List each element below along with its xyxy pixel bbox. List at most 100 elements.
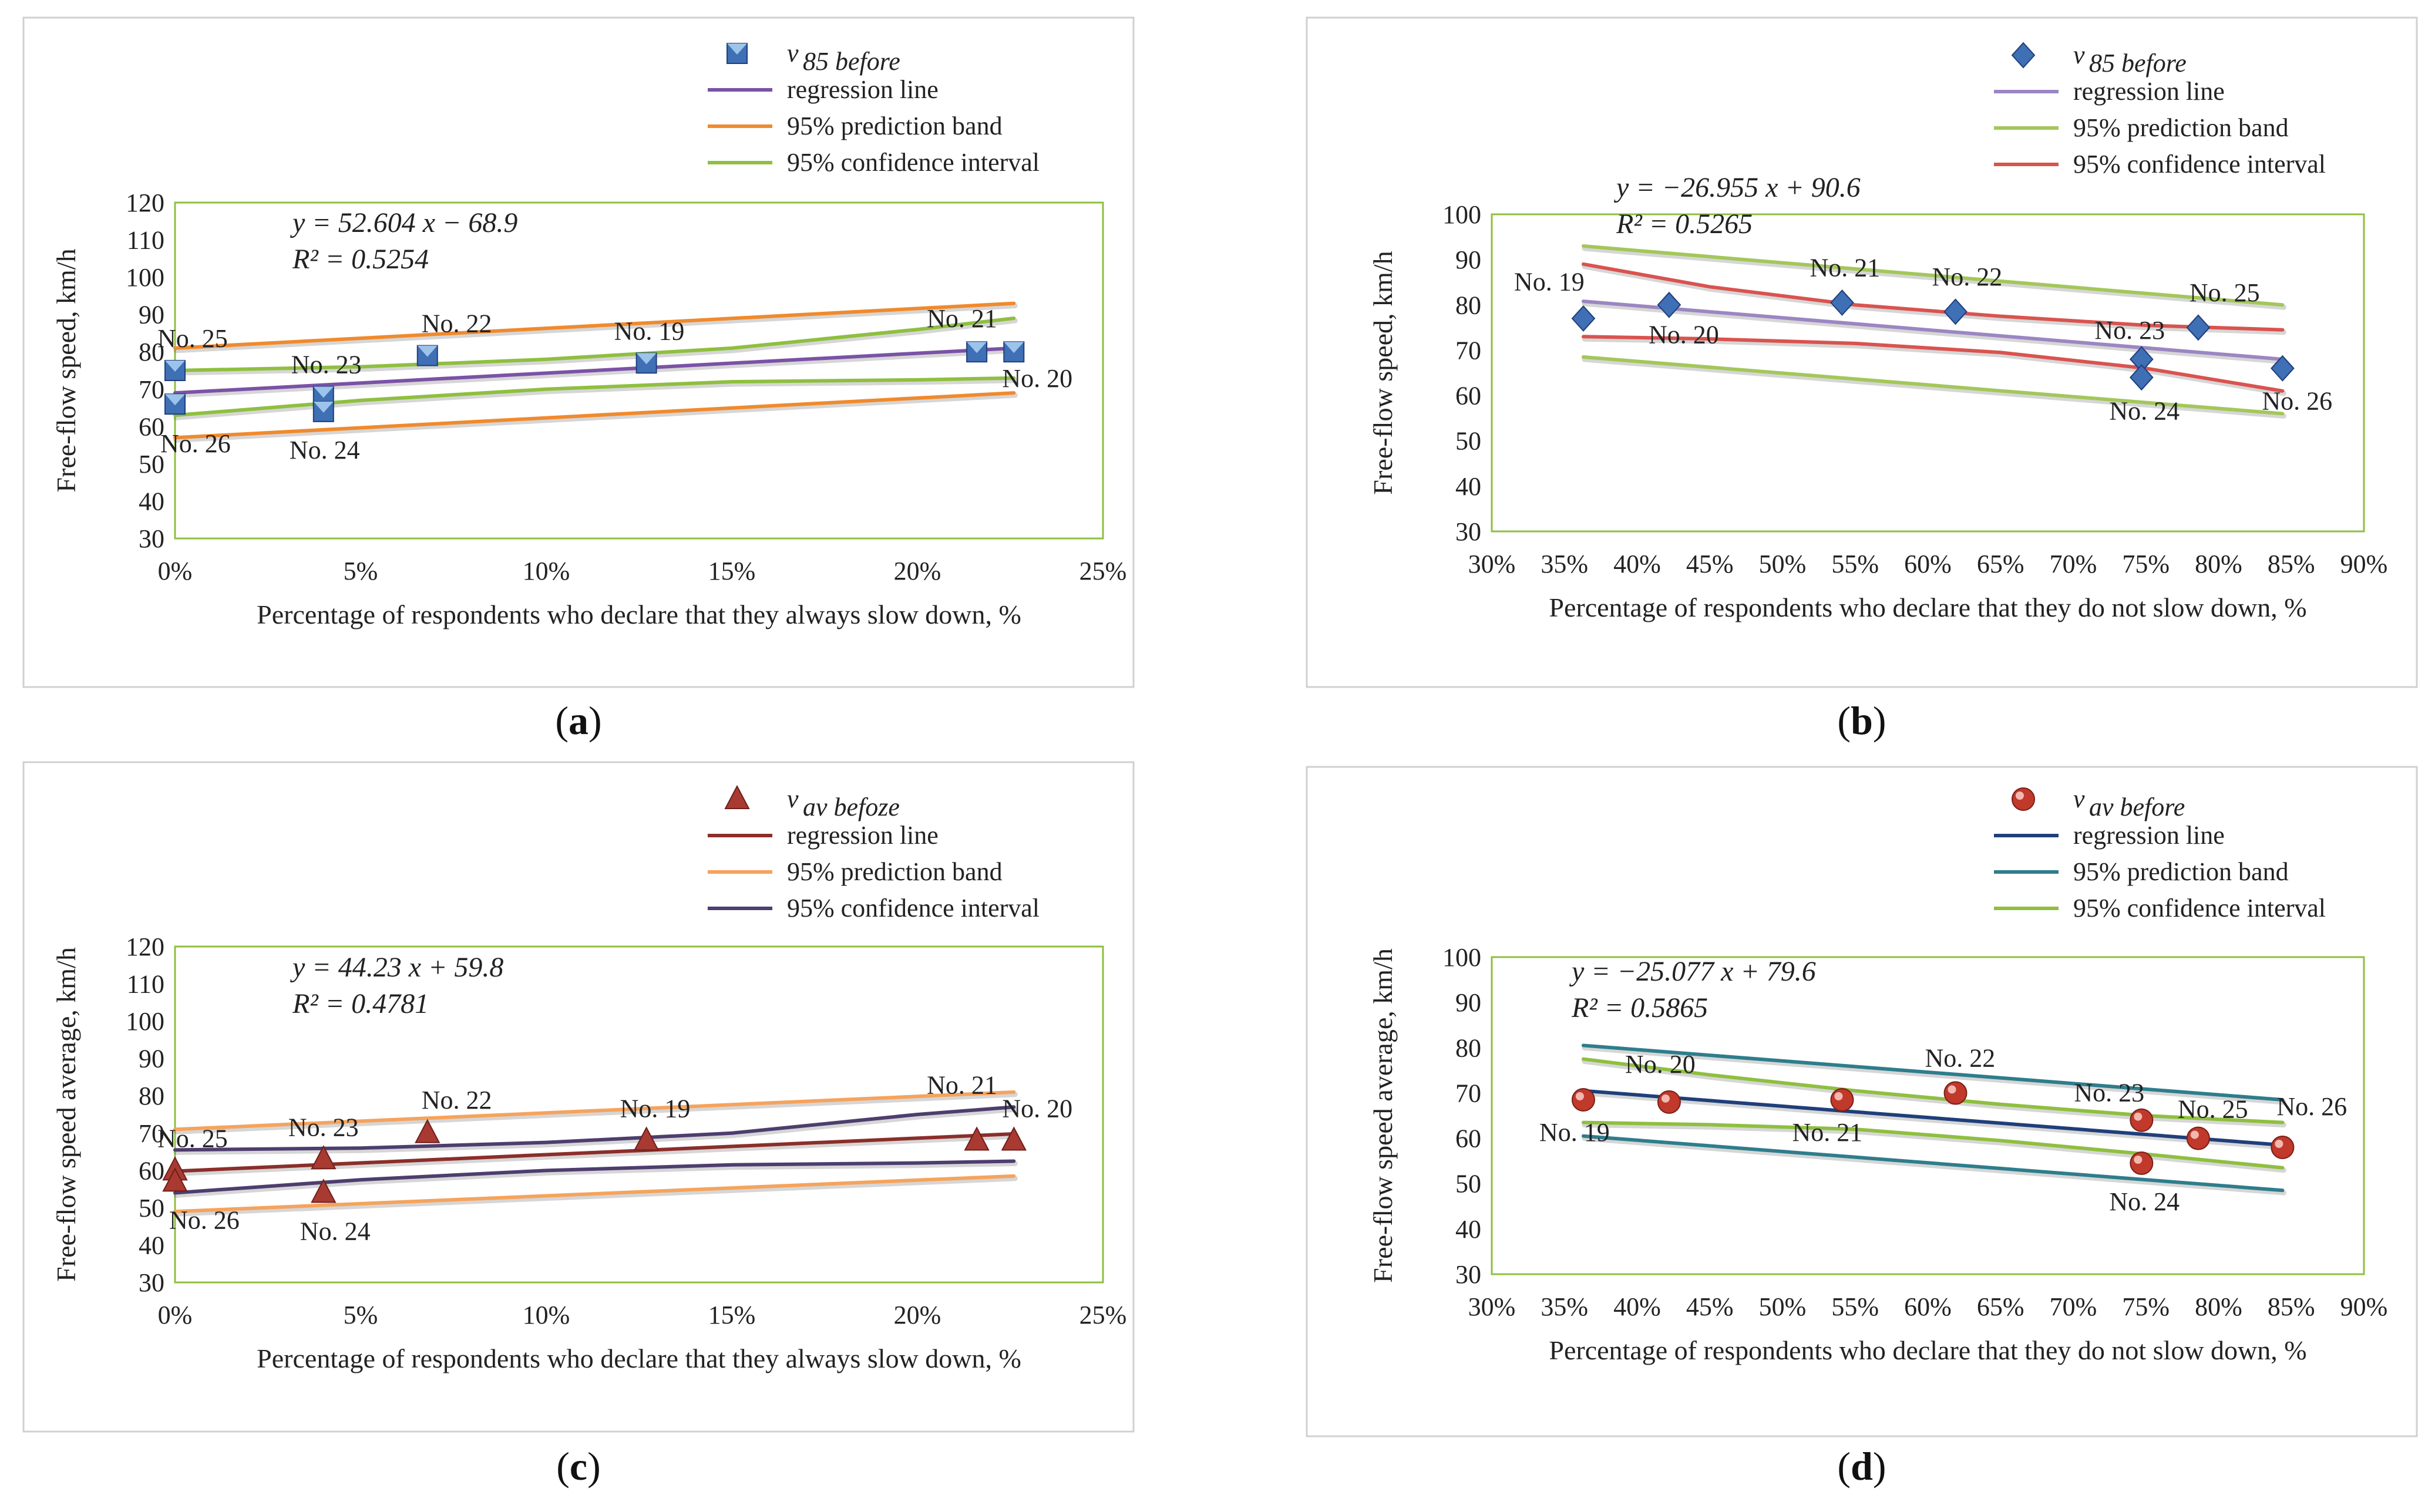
point-label: No. 20 — [1002, 364, 1072, 393]
point-marker — [2186, 1126, 2210, 1150]
series-line — [1581, 335, 2285, 393]
series-line-shadow — [1582, 356, 2286, 419]
series-line — [1581, 1057, 2285, 1124]
series-line-shadow — [1582, 1059, 2286, 1128]
caption-paren: ( — [1837, 1444, 1851, 1489]
y-tick-label: 70 — [139, 1119, 164, 1148]
series-line — [173, 346, 1016, 395]
x-tick-label: 20% — [894, 1301, 941, 1329]
series-line — [1581, 355, 2285, 416]
series-line — [1581, 244, 2285, 307]
y-tick-label: 30 — [1455, 1260, 1481, 1289]
point-marker — [2271, 355, 2295, 382]
series-line-shadow — [173, 392, 1018, 443]
point-marker — [1571, 305, 1596, 332]
y-axis-title: Free-flow speed, km/h — [51, 248, 81, 492]
x-axis-title: Percentage of respondents who declare th… — [257, 1343, 1021, 1373]
point-label: No. 19 — [620, 1094, 691, 1123]
point-label: No. 19 — [614, 316, 685, 345]
caption-letter: d — [1851, 1444, 1873, 1489]
point-label: No. 20 — [1002, 1094, 1072, 1123]
point-marker — [1943, 298, 1967, 325]
plot-area — [1491, 956, 2365, 1275]
caption-paren: ) — [1873, 698, 1886, 743]
point-marker — [2130, 1108, 2154, 1132]
caption-letter: a — [569, 698, 588, 743]
plot-area — [1491, 213, 2365, 533]
y-tick-label: 50 — [1455, 427, 1481, 456]
regression-equation: y = −25.077 x + 79.6 — [1569, 956, 1816, 987]
series-line-shadow — [1582, 245, 2286, 310]
point-marker — [311, 1178, 337, 1203]
panel-c: 30 40 50 60 70 80 90 100 110 120 0% 5% 10% 15% 20% 25% P… — [22, 761, 1135, 1489]
point-marker — [2186, 314, 2211, 341]
point-label: No. 25 — [157, 324, 228, 353]
y-tick-label: 40 — [139, 487, 164, 516]
point-marker — [1657, 291, 1681, 318]
y-tick-label: 80 — [1455, 1033, 1481, 1062]
point-marker — [1657, 1090, 1681, 1114]
legend-subscript: av before — [2089, 793, 2185, 821]
x-tick-label: 65% — [1977, 550, 2024, 578]
x-tick-label: 20% — [894, 557, 941, 585]
x-tick-label: 15% — [708, 1301, 756, 1329]
r-squared: R² = 0.5865 — [1571, 992, 1708, 1023]
point-marker — [311, 1145, 337, 1170]
x-tick-label: 80% — [2195, 1292, 2242, 1321]
caption-paren: ) — [1873, 1444, 1886, 1489]
point-label: No. 20 — [1625, 1050, 1696, 1079]
panel-caption: (d) — [1837, 1444, 1886, 1489]
x-tick-label: 80% — [2195, 550, 2242, 578]
x-tick-label: 70% — [2050, 550, 2097, 578]
x-tick-label: 0% — [158, 1301, 193, 1329]
plot-area — [174, 945, 1104, 1284]
y-tick-label: 40 — [139, 1231, 164, 1260]
point-label: No. 22 — [1932, 262, 2003, 291]
y-tick-label: 80 — [139, 338, 164, 366]
legend-label: 95% prediction band — [2073, 857, 2289, 886]
series-line — [1581, 1120, 2285, 1170]
series-line-shadow — [1582, 1090, 2286, 1150]
y-axis-title: Free-flow speed average, km/h — [1368, 948, 1398, 1283]
point-marker-highlight — [2275, 1140, 2283, 1148]
regression-equation: y = −26.955 x + 90.6 — [1613, 172, 1861, 203]
x-axis-title: Percentage of respondents who declare th… — [1549, 1335, 2306, 1365]
point-label: No. 23 — [288, 1113, 359, 1141]
x-tick-label: 35% — [1541, 550, 1588, 578]
x-tick-label: 90% — [2340, 1292, 2388, 1321]
x-tick-label: 25% — [1079, 557, 1127, 585]
x-tick-label: 75% — [2122, 550, 2170, 578]
point-marker — [724, 784, 750, 809]
legend-label: 95% confidence interval — [787, 894, 1040, 922]
series-line — [173, 1159, 1016, 1195]
point-marker-highlight — [2134, 1112, 2143, 1121]
y-tick-label: 110 — [127, 226, 164, 255]
point-label: No. 19 — [1514, 267, 1585, 296]
x-tick-label: 30% — [1468, 550, 1516, 578]
y-tick-label: 40 — [1455, 472, 1481, 501]
x-tick-label: 65% — [1977, 1292, 2024, 1321]
series-line — [173, 1105, 1016, 1152]
legend-label: 95% confidence interval — [787, 148, 1040, 177]
y-tick-label: 90 — [139, 1045, 164, 1073]
series-line-shadow — [173, 303, 1018, 353]
x-tick-label: 60% — [1904, 1292, 1952, 1321]
point-marker — [2271, 1136, 2295, 1159]
series-line-shadow — [1582, 1122, 2286, 1173]
series-line — [173, 301, 1016, 350]
legend-label: regression line — [787, 821, 939, 850]
series-line — [1581, 1043, 2285, 1102]
point-marker — [1830, 1088, 1854, 1112]
legend-label: 95% prediction band — [787, 857, 1003, 886]
y-tick-label: 90 — [1455, 245, 1481, 274]
series-line-shadow — [1582, 264, 2286, 335]
legend-label: regression line — [2073, 77, 2225, 106]
y-axis-title: Free-flow speed, km/h — [1368, 251, 1398, 494]
point-marker — [1943, 1081, 1967, 1105]
point-label: No. 23 — [2094, 316, 2165, 345]
caption-paren: ) — [588, 698, 602, 743]
r-squared: R² = 0.5254 — [292, 244, 429, 275]
